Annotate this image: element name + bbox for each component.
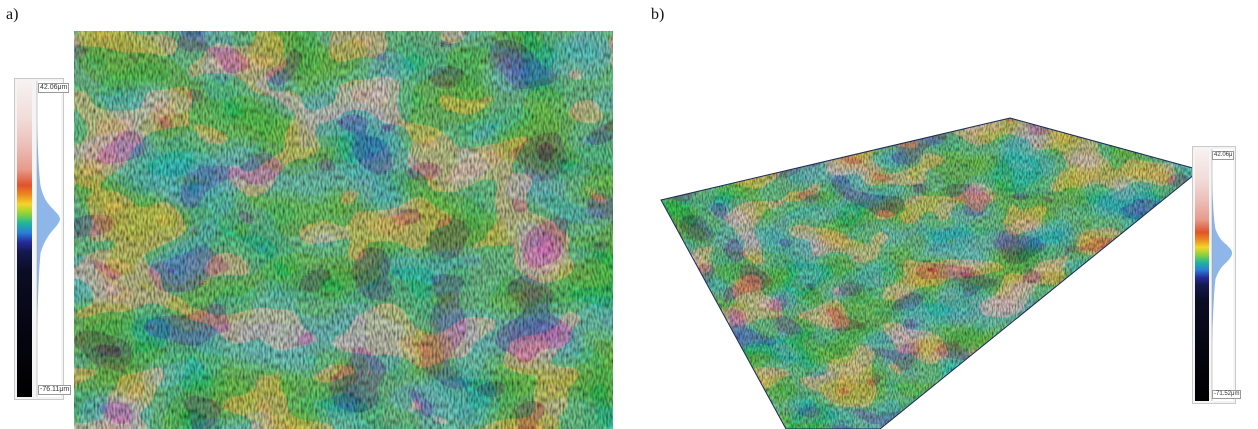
histogram-b (1211, 149, 1233, 401)
panel-b-label: b) (651, 6, 665, 23)
histogram-curve-a (36, 81, 61, 397)
scale-b-max-value: 42.06μ (1212, 151, 1235, 160)
color-scale-bar-b (1195, 149, 1209, 401)
panel-a-label: a) (6, 6, 19, 23)
scale-a-max-value: 42.06μm (38, 83, 70, 93)
surface-height-map-3d (660, 117, 1202, 429)
color-scale-a: 42.06μm -76.11μm (14, 78, 72, 400)
histogram-a (36, 81, 61, 397)
color-scale-b: 42.06μ -71.52μm (1192, 146, 1242, 404)
surface-height-map-2d (74, 31, 613, 429)
histogram-curve-b (1211, 149, 1233, 401)
color-scale-bar-a (17, 81, 32, 397)
scale-a-min-value: -76.11μm (38, 385, 72, 395)
scale-b-min-value: -71.52μm (1212, 390, 1242, 399)
